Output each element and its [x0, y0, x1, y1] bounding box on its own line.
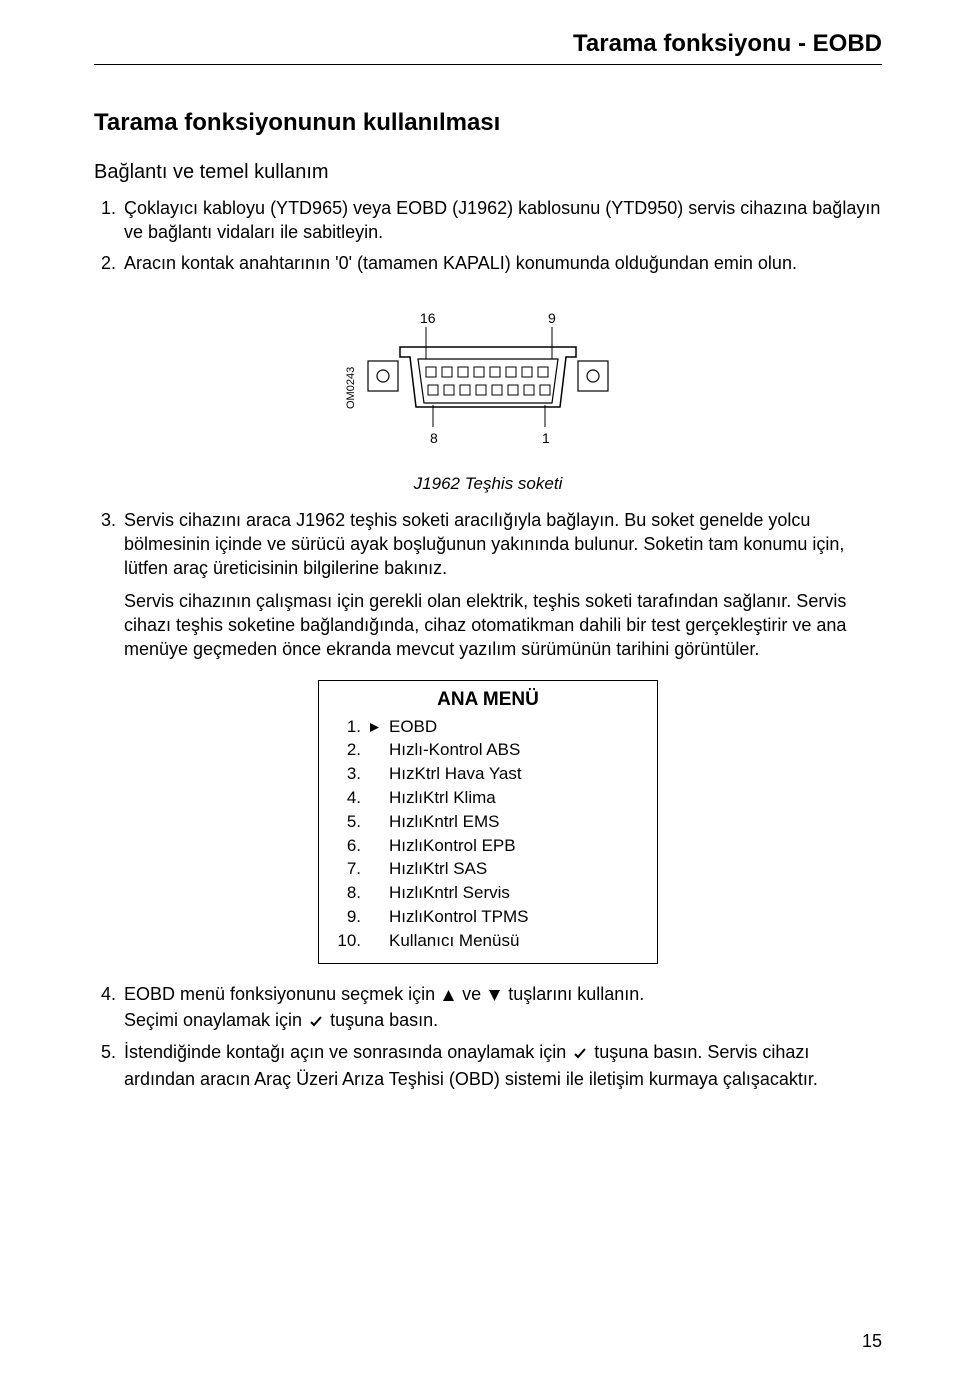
text-fragment: ve	[462, 984, 486, 1004]
menu-item: 5. HızlıKntrl EMS	[333, 810, 643, 834]
menu-item-label: HızKtrl Hava Yast	[389, 762, 643, 786]
text-fragment: İstendiğinde kontağı açın ve sonrasında …	[124, 1042, 571, 1062]
menu-item-cursor	[369, 929, 389, 953]
menu-item-number: 3.	[333, 762, 369, 786]
page-number: 15	[862, 1331, 882, 1352]
page-header: Tarama fonksiyonu - EOBD	[94, 30, 882, 65]
menu-item-label: Hızlı-Kontrol ABS	[389, 738, 643, 762]
text-fragment: tuşuna basın.	[330, 1010, 438, 1030]
menu-item: 2. Hızlı-Kontrol ABS	[333, 738, 643, 762]
pin-label-1: 1	[542, 430, 550, 446]
menu-item-number: 1.	[333, 715, 369, 739]
menu-title: ANA MENÜ	[333, 689, 643, 711]
up-arrow-icon	[442, 984, 455, 1008]
menu-item-number: 7.	[333, 857, 369, 881]
menu-item-number: 8.	[333, 881, 369, 905]
menu-item-label: EOBD	[389, 715, 643, 739]
menu-item-number: 9.	[333, 905, 369, 929]
menu-item-number: 2.	[333, 738, 369, 762]
menu-item-label: HızlıKtrl Klima	[389, 786, 643, 810]
step-1: 1. Çoklayıcı kabloyu (YTD965) veya EOBD …	[94, 196, 882, 245]
main-menu-box: ANA MENÜ 1. EOBD 2. Hızlı-Kontrol ABS 3. HızK…	[318, 680, 658, 964]
diagram-ref: OM0243	[345, 367, 357, 409]
menu-item-cursor	[369, 762, 389, 786]
menu-item: 7. HızlıKtrl SAS	[333, 857, 643, 881]
check-icon	[573, 1042, 587, 1066]
step-4: 4. EOBD menü fonksiyonunu seçmek için ve…	[94, 982, 882, 1035]
menu-list: 1. EOBD 2. Hızlı-Kontrol ABS 3. HızKtrl Hava …	[333, 715, 643, 953]
menu-item: 6. HızlıKontrol EPB	[333, 834, 643, 858]
menu-item-number: 10.	[333, 929, 369, 953]
step-2: 2. Aracın kontak anahtarının '0' (tamame…	[94, 251, 882, 275]
menu-item-cursor	[369, 834, 389, 858]
text-fragment: tuşlarını kullanın.	[508, 984, 644, 1004]
menu-item-cursor	[369, 738, 389, 762]
step-number: 2.	[94, 251, 124, 275]
pin-label-9: 9	[548, 310, 556, 326]
menu-item-cursor	[369, 905, 389, 929]
menu-item-label: HızlıKntrl Servis	[389, 881, 643, 905]
pin-label-8: 8	[430, 430, 438, 446]
menu-item: 10. Kullanıcı Menüsü	[333, 929, 643, 953]
diagram-caption: J1962 Teşhis soketi	[94, 474, 882, 494]
menu-item-label: HızlıKontrol EPB	[389, 834, 643, 858]
menu-item: 4. HızlıKtrl Klima	[333, 786, 643, 810]
step-number: 4.	[94, 982, 124, 1035]
menu-item: 8. HızlıKntrl Servis	[333, 881, 643, 905]
step-3-paragraph: Servis cihazının çalışması için gerekli …	[124, 589, 882, 662]
step-text: Çoklayıcı kabloyu (YTD965) veya EOBD (J1…	[124, 196, 882, 245]
step-text: Servis cihazını araca J1962 teşhis soket…	[124, 508, 882, 581]
step-5: 5. İstendiğinde kontağı açın ve sonrasın…	[94, 1040, 882, 1091]
connector-diagram: 16 9 8 1 OM0243	[94, 309, 882, 464]
step-text: İstendiğinde kontağı açın ve sonrasında …	[124, 1040, 882, 1091]
step-text: Aracın kontak anahtarının '0' (tamamen K…	[124, 251, 882, 275]
section-subtitle: Bağlantı ve temel kullanım	[94, 161, 882, 184]
menu-item-cursor	[369, 881, 389, 905]
pin-label-16: 16	[420, 310, 436, 326]
text-fragment: Seçimi onaylamak için	[124, 1010, 307, 1030]
instruction-list-continued: 3. Servis cihazını araca J1962 teşhis so…	[94, 508, 882, 581]
instruction-list-final: 4. EOBD menü fonksiyonunu seçmek için ve…	[94, 982, 882, 1091]
check-icon	[309, 1010, 323, 1034]
section-title: Tarama fonksiyonunun kullanılması	[94, 109, 882, 137]
step-text: EOBD menü fonksiyonunu seçmek için ve tu…	[124, 982, 882, 1035]
menu-item-label: HızlıKontrol TPMS	[389, 905, 643, 929]
down-arrow-icon	[488, 984, 501, 1008]
menu-item: 1. EOBD	[333, 715, 643, 739]
menu-item: 9. HızlıKontrol TPMS	[333, 905, 643, 929]
j1962-socket-diagram: 16 9 8 1 OM0243	[338, 309, 638, 459]
menu-item-number: 4.	[333, 786, 369, 810]
text-fragment: EOBD menü fonksiyonunu seçmek için	[124, 984, 440, 1004]
menu-item-label: Kullanıcı Menüsü	[389, 929, 643, 953]
menu-item-label: HızlıKntrl EMS	[389, 810, 643, 834]
menu-item-cursor	[369, 786, 389, 810]
menu-item: 3. HızKtrl Hava Yast	[333, 762, 643, 786]
menu-item-cursor	[369, 715, 389, 739]
step-number: 3.	[94, 508, 124, 581]
menu-item-cursor	[369, 810, 389, 834]
step-number: 1.	[94, 196, 124, 245]
step-number: 5.	[94, 1040, 124, 1091]
menu-item-number: 5.	[333, 810, 369, 834]
menu-item-cursor	[369, 857, 389, 881]
menu-item-number: 6.	[333, 834, 369, 858]
step-3: 3. Servis cihazını araca J1962 teşhis so…	[94, 508, 882, 581]
menu-item-label: HızlıKtrl SAS	[389, 857, 643, 881]
instruction-list: 1. Çoklayıcı kabloyu (YTD965) veya EOBD …	[94, 196, 882, 275]
